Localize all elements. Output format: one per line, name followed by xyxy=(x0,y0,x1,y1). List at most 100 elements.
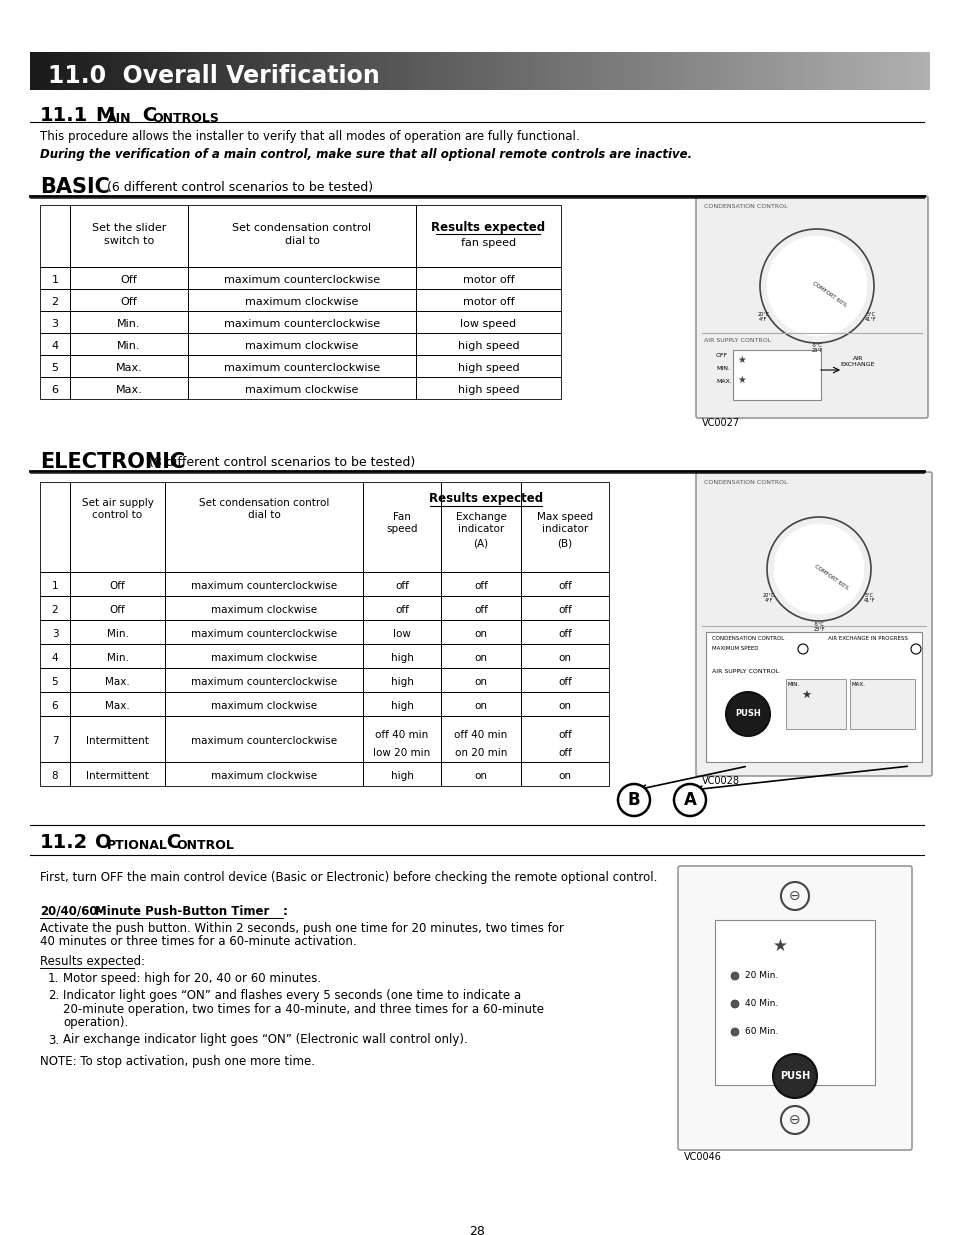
Bar xyxy=(520,762,608,785)
Text: 5: 5 xyxy=(51,677,58,687)
Circle shape xyxy=(725,692,769,736)
Bar xyxy=(416,267,560,289)
Bar xyxy=(849,679,914,729)
Text: maximum counterclockwise: maximum counterclockwise xyxy=(224,363,379,373)
Bar xyxy=(40,668,70,692)
Text: off: off xyxy=(558,580,572,592)
Text: Off: Off xyxy=(110,605,125,615)
Text: Set condensation control: Set condensation control xyxy=(233,224,371,233)
Text: maximum counterclockwise: maximum counterclockwise xyxy=(191,629,336,638)
Text: VC0028: VC0028 xyxy=(701,776,740,785)
Text: off: off xyxy=(474,580,487,592)
Text: high speed: high speed xyxy=(457,385,518,395)
Text: 8: 8 xyxy=(51,771,58,781)
Bar xyxy=(416,205,560,267)
Text: off: off xyxy=(558,629,572,638)
Text: 20-minute operation, two times for a 40-minute, and three times for a 60-minute: 20-minute operation, two times for a 40-… xyxy=(63,1003,543,1015)
Text: on: on xyxy=(474,629,487,638)
Bar xyxy=(40,692,70,716)
Text: 5°C
41°F: 5°C 41°F xyxy=(862,593,874,604)
Bar xyxy=(520,620,608,643)
Bar xyxy=(70,692,165,716)
Bar xyxy=(520,597,608,620)
Text: Indicator light goes “ON” and flashes every 5 seconds (one time to indicate a: Indicator light goes “ON” and flashes ev… xyxy=(63,989,520,1002)
FancyBboxPatch shape xyxy=(678,866,911,1150)
Text: Set condensation control: Set condensation control xyxy=(198,498,329,508)
Text: Off: Off xyxy=(120,275,137,285)
Bar xyxy=(40,377,70,399)
Text: 5°C
41°F: 5°C 41°F xyxy=(864,311,876,322)
Bar xyxy=(188,377,416,399)
Text: ★: ★ xyxy=(801,692,810,701)
Bar xyxy=(70,716,165,762)
Text: Max.: Max. xyxy=(105,677,130,687)
Text: 11.0  Overall Verification: 11.0 Overall Verification xyxy=(48,64,379,88)
Bar xyxy=(188,267,416,289)
Bar xyxy=(363,762,440,785)
Text: Minute Push-Button Timer: Minute Push-Button Timer xyxy=(95,905,269,918)
Text: 2.: 2. xyxy=(48,989,59,1002)
Bar xyxy=(70,333,188,354)
Text: motor off: motor off xyxy=(462,296,514,308)
Bar xyxy=(440,572,520,597)
Text: 4: 4 xyxy=(51,653,58,663)
Bar xyxy=(40,762,70,785)
Text: on: on xyxy=(558,771,571,781)
Bar xyxy=(188,311,416,333)
Bar xyxy=(40,333,70,354)
Text: 1.: 1. xyxy=(48,972,59,986)
Bar xyxy=(416,311,560,333)
Bar xyxy=(440,716,520,762)
Bar xyxy=(165,597,363,620)
Bar xyxy=(40,267,70,289)
Text: First, turn OFF the main control device (Basic or Electronic) before checking th: First, turn OFF the main control device … xyxy=(40,871,657,884)
Text: COMFORT 60%: COMFORT 60% xyxy=(812,563,848,590)
Bar xyxy=(440,668,520,692)
Text: on: on xyxy=(474,677,487,687)
Bar xyxy=(363,692,440,716)
Text: 20 Min.: 20 Min. xyxy=(744,972,778,981)
Text: CONDENSATION CONTROL: CONDENSATION CONTROL xyxy=(711,636,783,641)
Bar xyxy=(40,716,70,762)
Text: operation).: operation). xyxy=(63,1016,128,1029)
Text: off: off xyxy=(558,730,572,740)
Bar xyxy=(714,920,874,1086)
Text: maximum clockwise: maximum clockwise xyxy=(245,385,358,395)
Bar xyxy=(520,692,608,716)
Bar xyxy=(165,620,363,643)
Bar xyxy=(70,311,188,333)
Bar xyxy=(520,482,608,572)
Text: (6 different control scenarios to be tested): (6 different control scenarios to be tes… xyxy=(103,182,373,194)
Text: Off: Off xyxy=(120,296,137,308)
Bar xyxy=(70,620,165,643)
Bar xyxy=(188,205,416,267)
Text: 1: 1 xyxy=(51,580,58,592)
Text: maximum clockwise: maximum clockwise xyxy=(245,341,358,351)
Text: 6: 6 xyxy=(51,701,58,711)
Bar xyxy=(520,643,608,668)
Bar xyxy=(520,668,608,692)
Circle shape xyxy=(673,784,705,816)
Bar xyxy=(70,289,188,311)
Text: high: high xyxy=(390,677,413,687)
Bar xyxy=(70,205,188,267)
Bar xyxy=(440,620,520,643)
Text: maximum clockwise: maximum clockwise xyxy=(211,771,316,781)
Bar xyxy=(40,597,70,620)
Circle shape xyxy=(766,236,866,336)
Bar xyxy=(363,482,440,572)
Text: Results expected: Results expected xyxy=(431,221,545,233)
Bar xyxy=(70,597,165,620)
Text: VC0046: VC0046 xyxy=(683,1152,721,1162)
Text: control to: control to xyxy=(92,510,142,520)
Text: high: high xyxy=(390,701,413,711)
Text: off: off xyxy=(558,677,572,687)
Text: high speed: high speed xyxy=(457,341,518,351)
Text: speed: speed xyxy=(386,524,417,534)
Text: M: M xyxy=(95,106,114,125)
Bar xyxy=(520,572,608,597)
Bar xyxy=(520,716,608,762)
Bar xyxy=(188,289,416,311)
Text: Intermittent: Intermittent xyxy=(86,771,149,781)
Bar xyxy=(416,377,560,399)
